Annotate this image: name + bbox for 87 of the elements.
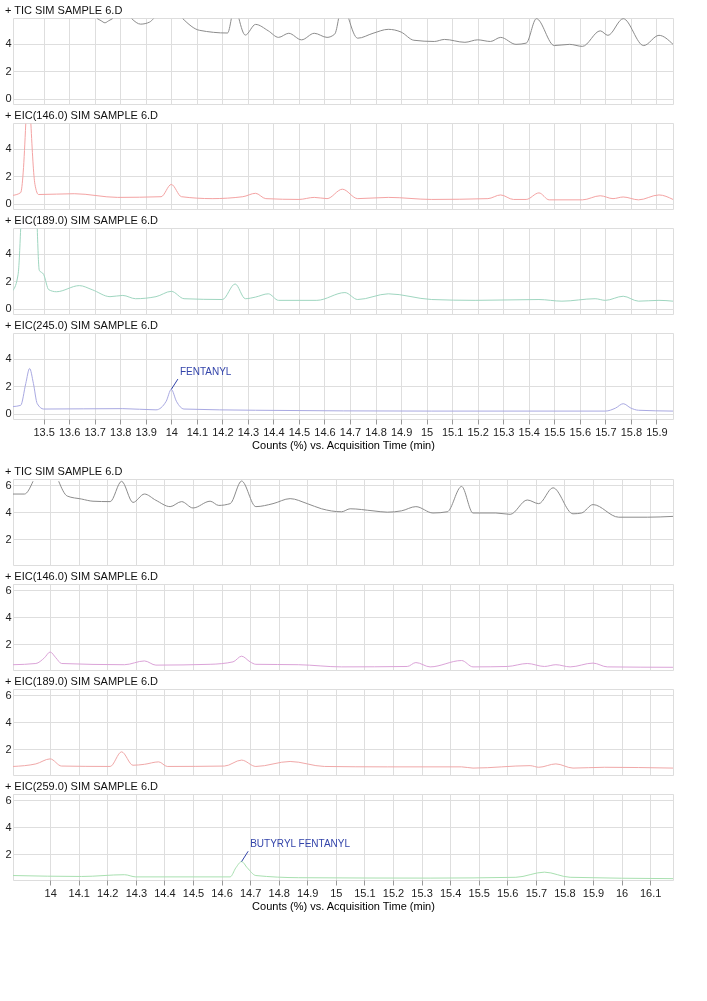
y-tick-label: 2 — [5, 169, 12, 182]
x-tick-label: 15.2 — [382, 886, 405, 899]
line-series — [13, 651, 673, 668]
x-tick-label: 14.9 — [297, 886, 319, 899]
x-tick-label: 15.3 — [493, 425, 515, 438]
x-tick-label: 14.5 — [182, 886, 205, 899]
y-tick-label: 2 — [5, 379, 12, 392]
x-tick-label: 15.3 — [411, 886, 433, 899]
chart-title: + EIC(189.0) SIM SAMPLE 6.D — [4, 675, 159, 687]
chart-title: + TIC SIM SAMPLE 6.D — [4, 465, 123, 477]
chart-title: + EIC(189.0) SIM SAMPLE 6.D — [4, 214, 159, 226]
y-tick-label: 4 — [5, 247, 12, 260]
y-tick-label: 2 — [5, 847, 12, 860]
x-tick-label: 13.7 — [84, 425, 106, 438]
x-tick-label: 14.6 — [211, 886, 233, 899]
y-tick-label: 4 — [5, 505, 12, 518]
x-tick-label: 14.4 — [154, 886, 176, 899]
x-tick-label: 15.5 — [544, 425, 566, 438]
y-tick-label: 6 — [5, 478, 12, 491]
line-series — [13, 861, 673, 880]
annotation: BUTYRYL FENTANYL — [250, 838, 351, 850]
x-tick-label: 14.6 — [314, 425, 336, 438]
y-tick-label: 2 — [5, 64, 12, 77]
x-axis-title: Counts (%) vs. Acquisition Time (min) — [252, 438, 435, 451]
x-tick-label: 15.8 — [620, 425, 643, 438]
x-axis-title: Counts (%) vs. Acquisition Time (min) — [252, 899, 435, 912]
y-tick-label: 4 — [5, 820, 12, 833]
y-tick-label: 0 — [5, 197, 12, 210]
x-tick-label: 16 — [615, 886, 629, 899]
y-tick-label: 0 — [5, 302, 12, 315]
chart-title: + EIC(245.0) SIM SAMPLE 6.D — [4, 319, 159, 331]
x-tick-label: 15.4 — [439, 886, 462, 899]
y-tick-label: 0 — [5, 92, 12, 105]
x-tick-label: 13.8 — [110, 425, 132, 438]
y-tick-label: 2 — [5, 274, 12, 287]
x-tick-label: 13.5 — [33, 425, 55, 438]
x-tick-label: 14.3 — [125, 886, 148, 899]
chart-title: + EIC(146.0) SIM SAMPLE 6.D — [4, 570, 159, 582]
chart-title: + EIC(146.0) SIM SAMPLE 6.D — [4, 109, 159, 121]
x-tick-label: 14.9 — [390, 425, 413, 438]
y-tick-label: 6 — [5, 793, 12, 806]
x-tick-label: 15.6 — [497, 886, 519, 899]
y-tick-label: 2 — [5, 532, 12, 545]
x-tick-label: 15.1 — [441, 425, 464, 438]
x-tick-label: 15.7 — [525, 886, 548, 899]
chart-title: + TIC SIM SAMPLE 6.D — [4, 4, 123, 16]
x-tick-label: 16.1 — [639, 886, 662, 899]
x-tick-label: 13.6 — [58, 425, 81, 438]
x-tick-label: 15.2 — [467, 425, 489, 438]
x-tick-label: 14.8 — [268, 886, 290, 899]
x-tick-label: 14 — [44, 886, 57, 899]
x-tick-label: 14 — [165, 425, 178, 438]
x-tick-label: 15.9 — [582, 886, 605, 899]
x-tick-label: 15.7 — [595, 425, 617, 438]
x-tick-label: 15.5 — [468, 886, 490, 899]
x-tick-label: 15.4 — [518, 425, 540, 438]
line-series — [13, 751, 673, 769]
x-tick-label: 15.1 — [354, 886, 376, 899]
y-tick-label: 2 — [5, 637, 12, 650]
y-tick-label: 4 — [5, 37, 12, 50]
x-tick-label: 15.9 — [646, 425, 668, 438]
x-tick-label: 15 — [420, 425, 434, 438]
x-tick-label: 14.2 — [212, 425, 234, 438]
x-tick-label: 15.8 — [554, 886, 576, 899]
x-tick-label: 14.7 — [239, 886, 262, 899]
y-tick-label: 6 — [5, 688, 12, 701]
y-tick-label: 4 — [5, 352, 12, 365]
y-tick-label: 4 — [5, 715, 12, 728]
x-tick-label: 14.3 — [237, 425, 260, 438]
y-tick-label: 4 — [5, 142, 12, 155]
x-tick-label: 15.6 — [569, 425, 592, 438]
y-tick-label: 6 — [5, 583, 12, 596]
x-tick-label: 14.7 — [339, 425, 362, 438]
y-tick-label: 4 — [5, 610, 12, 623]
x-tick-label: 14.2 — [97, 886, 119, 899]
x-tick-label: 14.4 — [263, 425, 285, 438]
x-tick-label: 14.1 — [186, 425, 209, 438]
chart-title: + EIC(259.0) SIM SAMPLE 6.D — [4, 780, 159, 792]
x-tick-label: 14.1 — [68, 886, 90, 899]
y-tick-label: 2 — [5, 742, 12, 755]
x-tick-label: 13.9 — [135, 425, 157, 438]
y-tick-label: 0 — [5, 407, 12, 420]
x-tick-label: 14.5 — [288, 425, 311, 438]
x-tick-label: 15 — [330, 886, 343, 899]
x-tick-label: 14.8 — [365, 425, 387, 438]
annotation: FENTANYL — [179, 366, 232, 378]
line-series — [13, 367, 673, 412]
